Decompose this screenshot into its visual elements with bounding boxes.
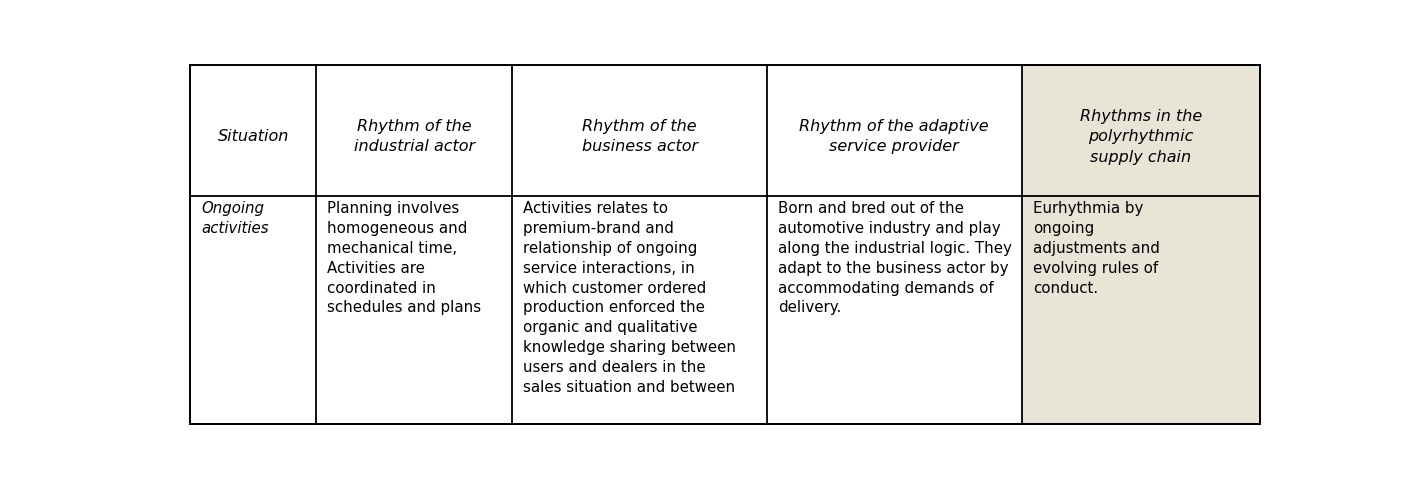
Text: service provider: service provider bbox=[829, 140, 959, 155]
Text: sales situation and between: sales situation and between bbox=[524, 380, 736, 395]
Text: Situation: Situation bbox=[218, 129, 289, 144]
Text: evolving rules of: evolving rules of bbox=[1033, 261, 1157, 276]
Text: relationship of ongoing: relationship of ongoing bbox=[524, 241, 698, 256]
Text: service interactions, in: service interactions, in bbox=[524, 261, 695, 276]
Bar bbox=[512, 65, 767, 196]
Text: business actor: business actor bbox=[582, 140, 698, 155]
Text: which customer ordered: which customer ordered bbox=[524, 281, 706, 296]
Text: delivery.: delivery. bbox=[778, 300, 841, 315]
Text: homogeneous and: homogeneous and bbox=[327, 221, 468, 236]
Bar bbox=[1022, 196, 1261, 424]
Text: Rhythms in the: Rhythms in the bbox=[1080, 109, 1203, 124]
Text: polyrhythmic: polyrhythmic bbox=[1088, 129, 1194, 144]
Text: schedules and plans: schedules and plans bbox=[327, 300, 481, 315]
Bar bbox=[767, 196, 1022, 424]
Text: Planning involves: Planning involves bbox=[327, 201, 460, 216]
Text: premium-brand and: premium-brand and bbox=[524, 221, 674, 236]
Bar bbox=[1022, 65, 1261, 196]
Text: ongoing: ongoing bbox=[1033, 221, 1094, 236]
Text: adjustments and: adjustments and bbox=[1033, 241, 1159, 256]
Text: supply chain: supply chain bbox=[1091, 150, 1191, 165]
Text: conduct.: conduct. bbox=[1033, 281, 1098, 296]
Text: activities: activities bbox=[201, 221, 269, 236]
Text: accommodating demands of: accommodating demands of bbox=[778, 281, 993, 296]
Text: Rhythm of the: Rhythm of the bbox=[357, 119, 471, 134]
Bar bbox=[317, 196, 512, 424]
Bar bbox=[190, 196, 317, 424]
Text: Ongoing: Ongoing bbox=[201, 201, 265, 216]
Text: Rhythm of the: Rhythm of the bbox=[582, 119, 696, 134]
Text: users and dealers in the: users and dealers in the bbox=[524, 360, 706, 375]
Text: Eurhythmia by: Eurhythmia by bbox=[1033, 201, 1143, 216]
Bar bbox=[512, 196, 767, 424]
Text: Born and bred out of the: Born and bred out of the bbox=[778, 201, 964, 216]
Bar bbox=[767, 65, 1022, 196]
Text: automotive industry and play: automotive industry and play bbox=[778, 221, 1000, 236]
Bar bbox=[317, 65, 512, 196]
Text: along the industrial logic. They: along the industrial logic. They bbox=[778, 241, 1012, 256]
Text: industrial actor: industrial actor bbox=[354, 140, 475, 155]
Text: organic and qualitative: organic and qualitative bbox=[524, 320, 698, 335]
Text: adapt to the business actor by: adapt to the business actor by bbox=[778, 261, 1009, 276]
Text: production enforced the: production enforced the bbox=[524, 300, 705, 315]
Text: coordinated in: coordinated in bbox=[327, 281, 436, 296]
Text: Activities relates to: Activities relates to bbox=[524, 201, 668, 216]
Bar bbox=[190, 65, 317, 196]
Text: Activities are: Activities are bbox=[327, 261, 424, 276]
Text: knowledge sharing between: knowledge sharing between bbox=[524, 340, 736, 355]
Text: mechanical time,: mechanical time, bbox=[327, 241, 457, 256]
Text: Rhythm of the adaptive: Rhythm of the adaptive bbox=[799, 119, 989, 134]
